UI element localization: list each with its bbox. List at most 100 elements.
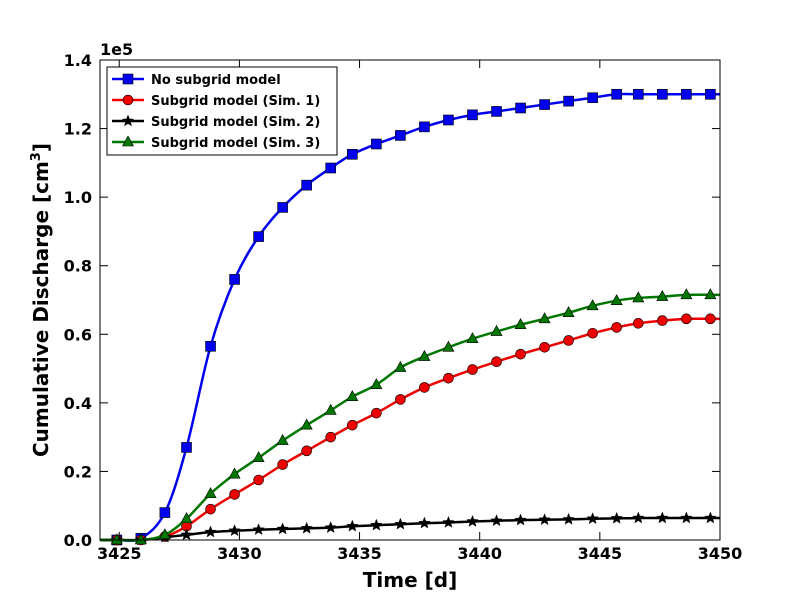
data-point — [514, 318, 527, 329]
y-tick-label: 1.2 — [64, 120, 92, 139]
data-point — [705, 313, 716, 325]
data-point — [538, 312, 551, 324]
data-point — [514, 513, 527, 526]
data-point — [491, 356, 502, 368]
data-point — [395, 130, 406, 141]
series-2 — [100, 313, 720, 546]
data-point — [252, 523, 265, 536]
data-point — [324, 403, 337, 415]
data-point — [515, 348, 526, 360]
data-point — [587, 92, 598, 104]
legend-marker — [121, 114, 135, 127]
series-line-3 — [100, 516, 720, 542]
data-point — [467, 364, 478, 375]
data-point — [539, 99, 550, 110]
y-axis-title-main: Cumulative Discharge [cm — [29, 161, 53, 457]
data-point — [159, 507, 171, 518]
data-point — [204, 525, 217, 538]
data-point — [611, 322, 622, 333]
data-point — [347, 419, 358, 431]
data-point — [346, 390, 359, 401]
data-point — [158, 528, 171, 540]
x-tick-label: 3440 — [457, 544, 502, 563]
y-axis-title: Cumulative Discharge [cm3] — [29, 143, 53, 457]
legend-item: Subgrid model (Sim. 3) — [112, 135, 320, 151]
data-point — [587, 327, 598, 339]
data-point — [632, 511, 645, 524]
legend-label: Subgrid model (Sim. 1) — [151, 94, 320, 109]
legend-box — [106, 66, 338, 156]
data-point — [466, 332, 479, 344]
data-point — [681, 88, 692, 100]
data-point — [371, 138, 382, 150]
legend-label: Subgrid model (Sim. 3) — [151, 136, 320, 151]
data-point — [228, 467, 241, 479]
data-point — [563, 95, 574, 107]
y-tick-label: 1.0 — [64, 188, 92, 207]
data-point — [586, 299, 599, 311]
data-point — [611, 88, 622, 100]
data-point — [418, 516, 431, 529]
data-point — [276, 433, 289, 445]
x-axis-title: Time [d] — [363, 568, 457, 592]
data-point — [180, 512, 193, 524]
data-point — [394, 517, 407, 530]
data-point — [229, 274, 240, 285]
legend-label: No subgrid model — [151, 73, 281, 88]
data-point — [610, 294, 623, 305]
data-point — [538, 513, 551, 526]
data-point — [300, 418, 313, 430]
series-line-2 — [100, 317, 720, 542]
data-point — [180, 528, 193, 541]
data-point — [277, 202, 288, 213]
data-point — [276, 522, 289, 535]
legend-marker — [121, 135, 135, 147]
x-tick-label: 3425 — [97, 544, 142, 563]
data-point — [253, 474, 264, 486]
data-point — [301, 445, 312, 457]
data-point — [253, 231, 264, 242]
legend-marker — [122, 73, 134, 85]
data-point — [418, 349, 431, 361]
data-point — [325, 431, 336, 443]
y-axis-title-close: ] — [29, 143, 53, 152]
data-point — [204, 487, 217, 499]
data-point — [632, 291, 645, 303]
series-4 — [100, 288, 720, 545]
data-point — [490, 514, 503, 527]
x-tick-label: 3445 — [578, 544, 623, 563]
data-point — [134, 533, 147, 545]
data-point — [324, 521, 337, 533]
data-point — [705, 88, 716, 100]
data-point — [252, 451, 265, 463]
data-point — [301, 179, 312, 191]
data-point — [347, 148, 358, 160]
data-point — [395, 394, 406, 405]
data-point — [656, 511, 669, 524]
data-point — [562, 306, 575, 317]
data-point — [632, 318, 644, 329]
series-1 — [99, 88, 720, 546]
data-point — [610, 511, 623, 524]
y-tick-label: 0.4 — [64, 394, 92, 413]
data-point — [466, 514, 479, 527]
data-point — [205, 340, 216, 352]
y-axis-title-exponent: 3 — [29, 152, 44, 161]
data-point — [515, 102, 526, 114]
legend-item: Subgrid model (Sim. 1) — [112, 94, 320, 109]
data-point — [371, 407, 382, 419]
data-point — [562, 512, 575, 525]
data-point — [370, 518, 383, 531]
plot-frame — [99, 59, 721, 541]
data-point — [563, 335, 574, 346]
data-point — [657, 315, 668, 326]
data-point — [181, 442, 192, 453]
data-point — [586, 512, 599, 525]
data-point — [491, 106, 502, 117]
legend-marker — [122, 94, 134, 106]
data-point — [704, 511, 717, 524]
y-tick-label: 0.0 — [64, 531, 92, 550]
data-point — [300, 521, 313, 534]
data-point — [680, 511, 693, 524]
